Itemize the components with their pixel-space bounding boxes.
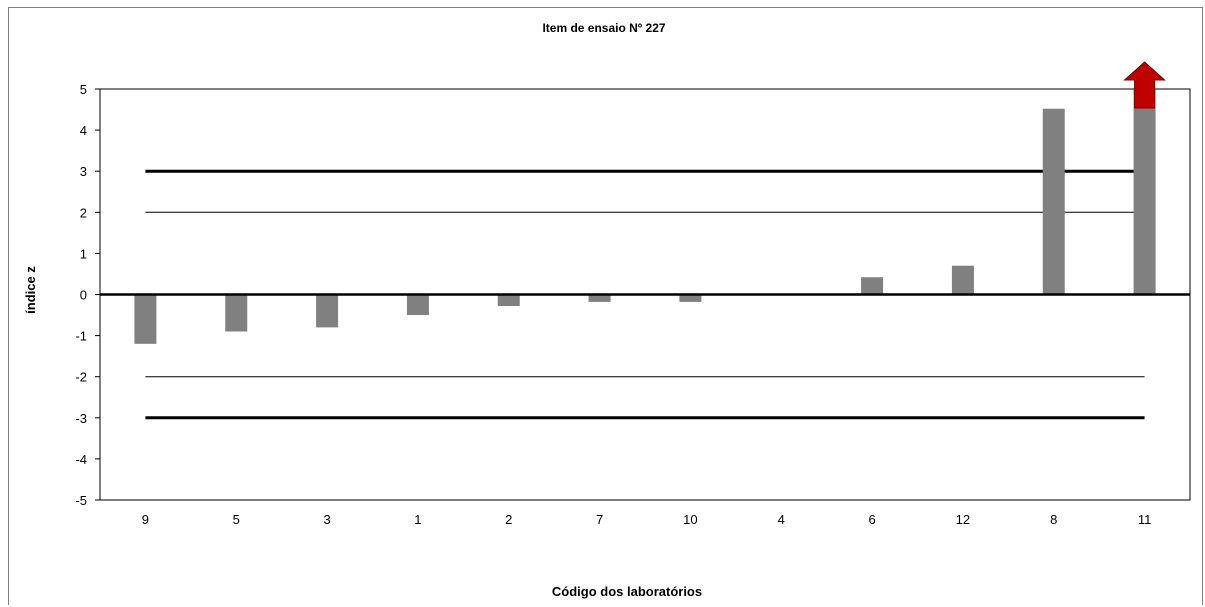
- reference-lines: [145, 169, 1145, 420]
- y-tick-label: -2: [75, 370, 87, 385]
- bar: [316, 294, 339, 328]
- x-ticks: 9 5 3 1 2 7 10 4 6 12 8 11: [142, 512, 1152, 527]
- overflow-arrow-icon: [1123, 61, 1166, 109]
- y-ticks: 5 4 3 2 1 0 -1 -2 -3 -4 -5: [75, 82, 100, 508]
- x-tick-label: 5: [233, 512, 240, 527]
- y-tick-label: 4: [80, 123, 87, 138]
- x-tick-label: 4: [778, 512, 785, 527]
- y-tick-label: 2: [80, 205, 87, 220]
- y-tick-label: -4: [75, 452, 87, 467]
- y-tick-label: 1: [80, 246, 87, 261]
- bars: [134, 89, 1156, 344]
- bar: [406, 294, 429, 316]
- x-axis-label: Código dos laboratórios: [552, 584, 702, 599]
- x-tick-label: 1: [414, 512, 421, 527]
- bar: [1042, 108, 1065, 295]
- x-tick-label: 10: [683, 512, 697, 527]
- x-tick-label: 12: [956, 512, 970, 527]
- bar: [134, 294, 157, 344]
- y-tick-label: -3: [75, 411, 87, 426]
- x-tick-label: 6: [868, 512, 875, 527]
- y-tick-label: -5: [75, 493, 87, 508]
- y-tick-label: 3: [80, 164, 87, 179]
- x-tick-label: 9: [142, 512, 149, 527]
- x-tick-label: 7: [596, 512, 603, 527]
- y-tick-label: 5: [80, 82, 87, 97]
- x-tick-label: 11: [1138, 512, 1152, 527]
- bar: [225, 294, 248, 332]
- x-tick-label: 8: [1050, 512, 1057, 527]
- x-tick-label: 3: [323, 512, 330, 527]
- chart-title: Item de ensaio Nº 227: [542, 21, 665, 35]
- x-tick-label: 2: [505, 512, 512, 527]
- bar: [951, 265, 974, 295]
- bar: [1133, 89, 1156, 295]
- overflow-arrows: [1123, 61, 1166, 109]
- bar: [588, 294, 611, 302]
- y-tick-label: 0: [80, 288, 87, 303]
- bar: [497, 294, 520, 307]
- chart-frame: [8, 7, 1203, 605]
- bar: [679, 294, 702, 302]
- bar: [861, 277, 884, 295]
- y-tick-label: -1: [75, 329, 87, 344]
- y-axis-label: índice z: [23, 266, 38, 314]
